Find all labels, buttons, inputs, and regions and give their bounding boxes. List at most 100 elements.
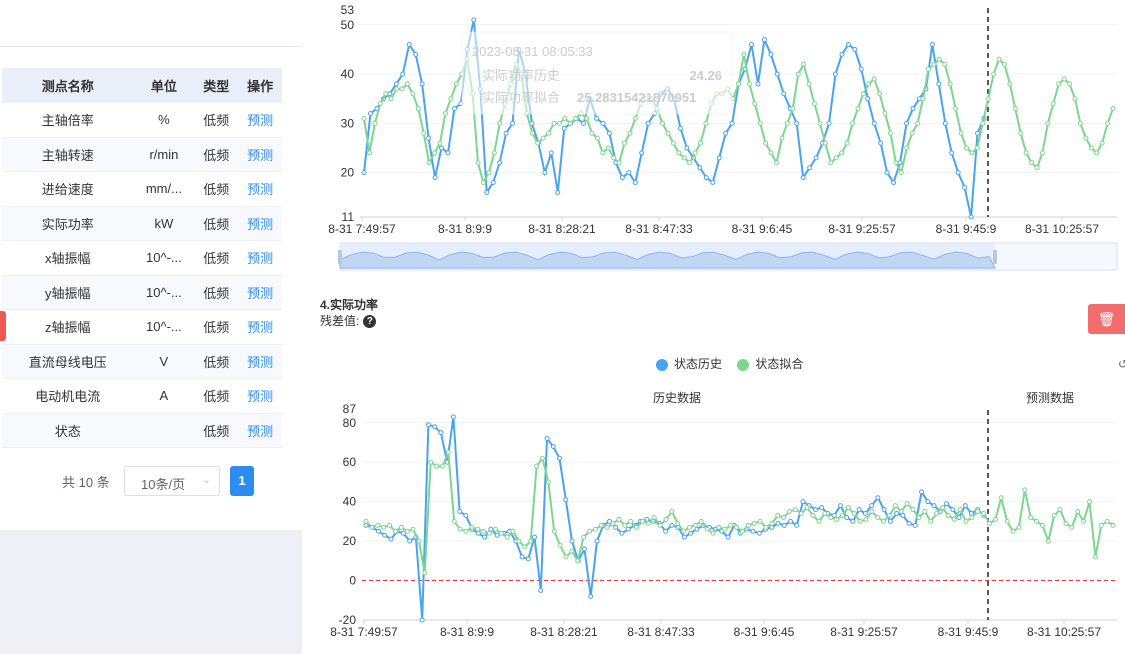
data-point[interactable] (605, 145, 611, 151)
data-point[interactable] (844, 514, 850, 520)
data-point[interactable] (525, 556, 531, 562)
data-point[interactable] (962, 184, 968, 190)
data-point[interactable] (980, 120, 986, 126)
data-point[interactable] (551, 528, 557, 534)
data-point[interactable] (725, 534, 731, 540)
data-point[interactable] (634, 524, 640, 530)
data-point[interactable] (469, 524, 475, 530)
data-point[interactable] (949, 150, 955, 156)
data-point[interactable] (657, 522, 663, 528)
data-point[interactable] (611, 155, 617, 161)
data-point[interactable] (377, 101, 383, 107)
data-point[interactable] (900, 512, 906, 518)
data-point[interactable] (551, 120, 557, 126)
data-point[interactable] (361, 115, 367, 121)
data-point[interactable] (550, 443, 556, 449)
data-point[interactable] (871, 76, 877, 82)
data-point[interactable] (381, 524, 387, 530)
data-point[interactable] (757, 518, 763, 524)
data-point[interactable] (1012, 106, 1018, 112)
data-point[interactable] (749, 42, 754, 47)
data-point[interactable] (471, 17, 477, 23)
data-point[interactable] (881, 518, 887, 524)
data-point[interactable] (453, 81, 459, 87)
data-point[interactable] (567, 120, 573, 126)
data-point[interactable] (828, 160, 834, 166)
data-point[interactable] (860, 91, 866, 97)
data-point[interactable] (670, 140, 676, 146)
data-point[interactable] (845, 505, 851, 511)
data-point[interactable] (639, 150, 645, 156)
data-point[interactable] (752, 101, 758, 107)
data-point[interactable] (445, 150, 451, 156)
data-point[interactable] (528, 538, 534, 544)
data-point[interactable] (877, 91, 883, 97)
data-point[interactable] (619, 175, 625, 181)
data-point[interactable] (539, 455, 545, 461)
data-point[interactable] (388, 536, 394, 542)
data-point[interactable] (687, 524, 693, 530)
data-point[interactable] (1050, 101, 1056, 107)
data-point[interactable] (915, 120, 921, 126)
data-point[interactable] (934, 511, 940, 517)
data-point[interactable] (1069, 524, 1075, 530)
data-point[interactable] (463, 512, 469, 518)
data-point[interactable] (813, 155, 819, 161)
data-point[interactable] (475, 530, 481, 536)
series-line-fit[interactable] (365, 452, 1114, 573)
data-point[interactable] (480, 180, 486, 185)
data-point[interactable] (968, 214, 974, 220)
data-point[interactable] (669, 522, 675, 528)
data-point[interactable] (439, 145, 444, 151)
data-point[interactable] (598, 522, 604, 528)
data-point[interactable] (863, 516, 869, 522)
data-point[interactable] (475, 526, 481, 532)
data-point[interactable] (910, 106, 916, 112)
data-point[interactable] (581, 534, 587, 540)
cell-action[interactable]: 预测 (238, 344, 282, 379)
data-point[interactable] (383, 91, 389, 97)
data-point[interactable] (996, 56, 1002, 62)
data-point[interactable] (792, 507, 798, 513)
data-point[interactable] (692, 150, 698, 156)
data-point[interactable] (451, 106, 457, 112)
data-point[interactable] (894, 511, 900, 517)
data-point[interactable] (741, 51, 747, 57)
data-point[interactable] (920, 96, 926, 102)
data-point[interactable] (769, 524, 775, 530)
data-point[interactable] (761, 37, 767, 43)
data-point[interactable] (928, 518, 934, 524)
data-point[interactable] (942, 61, 948, 67)
data-point[interactable] (816, 518, 822, 524)
data-point[interactable] (432, 150, 438, 156)
data-point[interactable] (768, 150, 774, 156)
cell-action[interactable]: 预测 (238, 275, 282, 310)
data-point[interactable] (1001, 61, 1007, 67)
delete-button[interactable]: 🗑 (1088, 304, 1125, 334)
data-point[interactable] (985, 96, 991, 102)
data-point[interactable] (909, 130, 915, 136)
data-point[interactable] (681, 534, 687, 540)
data-point[interactable] (822, 511, 828, 517)
data-point[interactable] (677, 125, 683, 131)
data-point[interactable] (881, 507, 887, 513)
data-point[interactable] (1045, 538, 1051, 544)
data-point[interactable] (887, 130, 893, 136)
data-point[interactable] (781, 522, 787, 528)
data-point[interactable] (887, 518, 893, 524)
data-point[interactable] (628, 518, 634, 524)
data-point[interactable] (475, 160, 481, 166)
data-point[interactable] (592, 526, 598, 532)
data-point[interactable] (1039, 522, 1045, 528)
data-point[interactable] (442, 111, 448, 116)
data-point[interactable] (681, 528, 687, 534)
data-point[interactable] (857, 518, 863, 524)
data-point[interactable] (703, 175, 709, 181)
data-point[interactable] (1104, 518, 1110, 524)
data-point[interactable] (839, 150, 845, 156)
data-point[interactable] (804, 505, 810, 511)
data-point[interactable] (675, 520, 681, 526)
data-point[interactable] (710, 180, 716, 185)
data-point[interactable] (775, 520, 781, 526)
data-point[interactable] (463, 528, 469, 534)
